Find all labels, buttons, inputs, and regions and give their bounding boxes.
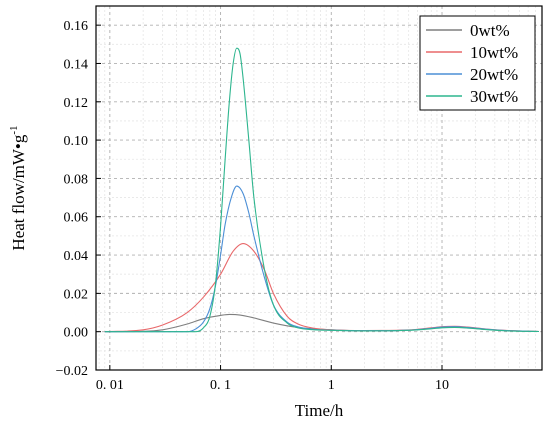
legend-label: 30wt%	[470, 87, 518, 106]
legend-label: 20wt%	[470, 65, 518, 84]
legend-label: 10wt%	[470, 43, 518, 62]
x-tick-label: 10	[435, 378, 449, 393]
legend-box	[419, 15, 536, 111]
y-tick-label: 0.08	[64, 172, 89, 187]
y-axis-title: Heat flow/mW•g-1	[8, 125, 28, 250]
y-tick-label: 0.02	[64, 287, 89, 302]
y-tick-label: 0.04	[64, 249, 89, 264]
y-tick-label: 0.10	[64, 134, 89, 149]
y-tick-label: 0.14	[64, 57, 89, 72]
y-tick-label: 0.06	[64, 211, 89, 226]
y-tick-label: 0.12	[64, 96, 89, 111]
x-axis-title: Time/h	[295, 401, 344, 420]
x-tick-label: 0. 1	[210, 378, 231, 393]
x-tick-label: 1	[328, 378, 335, 393]
series-line-1	[104, 243, 539, 333]
legend: 0wt% 10wt% 20wt% 30wt%	[419, 15, 536, 111]
axis-ticks: −0.02 0.00 0.02 0.04 0.06 0.08 0.10 0.12 0.14 0.1…	[56, 19, 449, 393]
y-tick-label: −0.02	[56, 364, 88, 379]
series-line-2	[104, 185, 539, 333]
y-tick-label: 0.00	[64, 326, 89, 341]
y-tick-label: 0.16	[64, 19, 89, 34]
x-tick-label: 0. 01	[96, 378, 124, 393]
plot-lines	[104, 47, 539, 333]
legend-label: 0wt%	[470, 21, 510, 40]
series-line-3	[104, 47, 539, 333]
plot-frame	[95, 5, 543, 371]
